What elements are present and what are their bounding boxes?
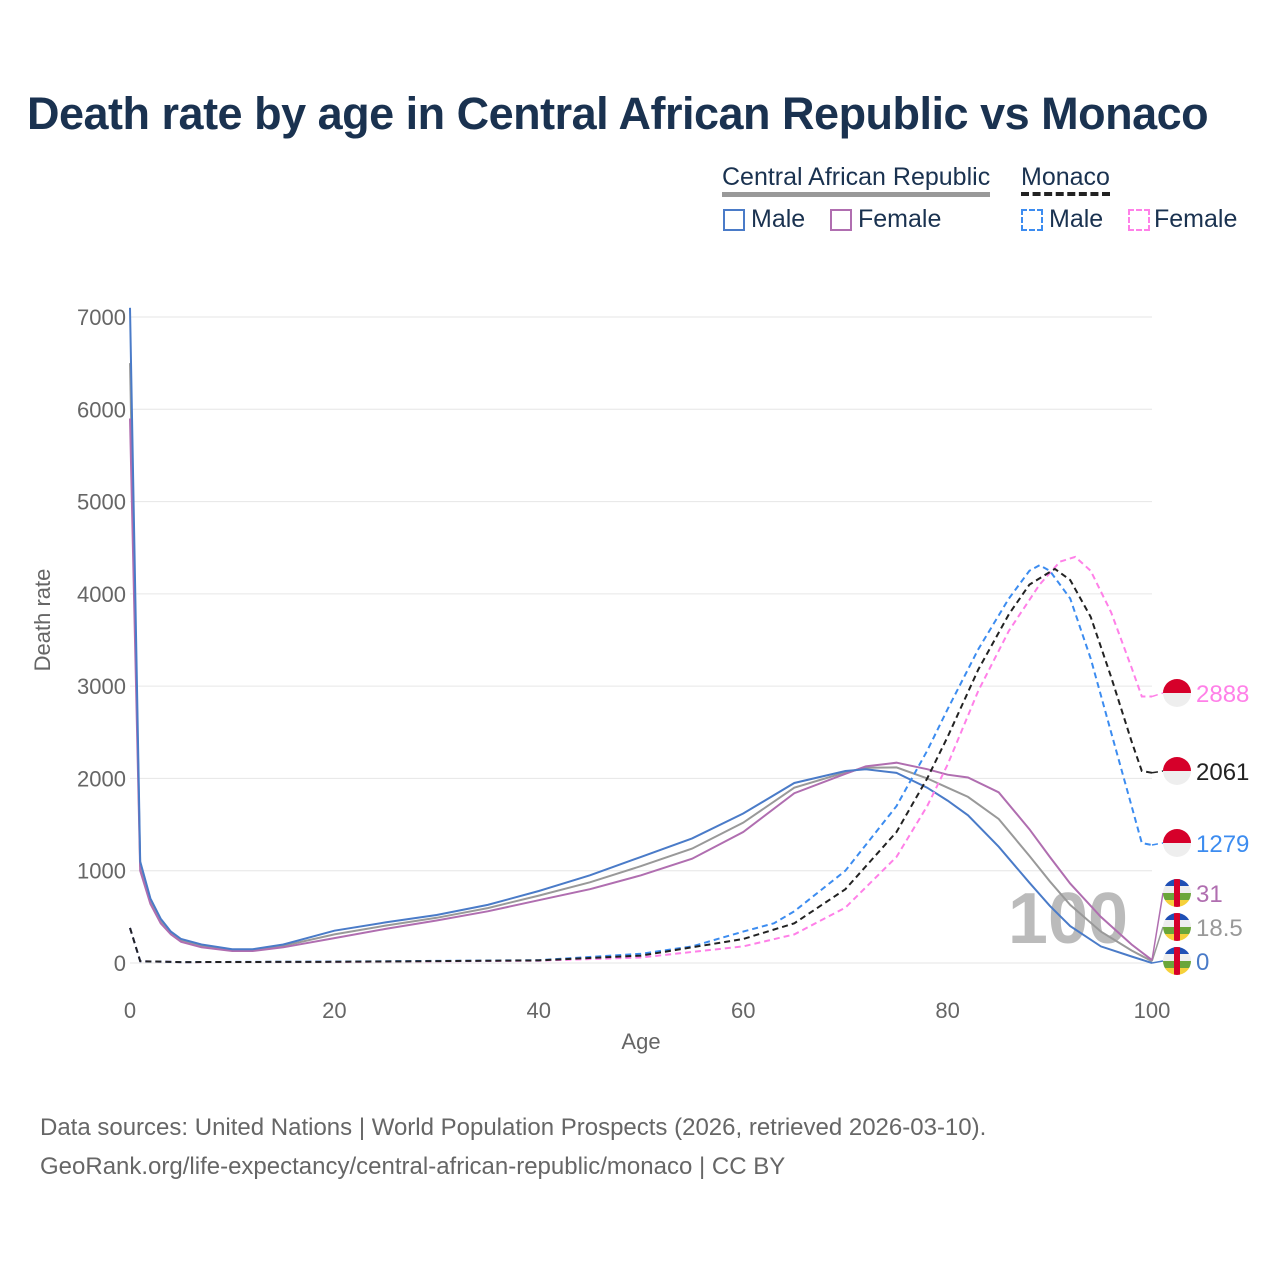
x-tick-label: 20 <box>322 998 346 1023</box>
x-axis-label: Age <box>621 1029 660 1054</box>
x-tick-label: 60 <box>731 998 755 1023</box>
x-tick-label: 40 <box>527 998 551 1023</box>
end-value-label: 2061 <box>1196 759 1249 786</box>
source-link[interactable]: GeoRank.org/life-expectancy/central-afri… <box>40 1153 786 1180</box>
legend-group-monaco[interactable]: Monaco <box>1021 162 1110 196</box>
series-line-monaco-female <box>129 555 1152 964</box>
legend-swatch <box>1021 209 1043 231</box>
label-connector <box>1151 892 1164 961</box>
end-value-label: 0 <box>1196 949 1209 976</box>
central-african-republic-flag-icon <box>1163 879 1191 907</box>
label-connector <box>1151 770 1164 774</box>
end-value-label: 2888 <box>1196 681 1249 708</box>
end-value-label: 1279 <box>1196 831 1249 858</box>
y-tick-label: 1000 <box>77 859 126 884</box>
legend-label: Male <box>1049 205 1104 233</box>
y-axis-label: Death rate <box>30 569 55 672</box>
label-connector <box>1151 842 1164 846</box>
central-african-republic-flag-icon <box>1163 913 1191 941</box>
label-connector <box>1151 926 1164 962</box>
monaco-flag-icon <box>1163 829 1191 843</box>
legend-car-male[interactable]: Male <box>723 205 805 234</box>
legend-monaco-male[interactable]: Male <box>1021 205 1103 234</box>
y-tick-label: 6000 <box>77 397 126 422</box>
label-connector <box>1151 692 1164 698</box>
legend-car-female[interactable]: Female <box>830 205 941 234</box>
y-tick-label: 2000 <box>77 766 126 791</box>
legend-label: Female <box>1154 205 1238 233</box>
y-tick-label: 7000 <box>77 305 126 330</box>
legend-swatch <box>1128 209 1150 231</box>
watermark-year: 100 <box>1008 879 1128 959</box>
x-tick-label: 80 <box>935 998 959 1023</box>
legend-label: Female <box>858 205 942 233</box>
y-tick-label: 5000 <box>77 490 126 515</box>
series-line-central-african-republic-male <box>129 307 1153 964</box>
central-african-republic-flag-icon <box>1163 947 1191 975</box>
series-line-monaco-male <box>129 564 1153 964</box>
end-value-label: 31 <box>1196 881 1223 908</box>
legend-group-car[interactable]: Central African Republic <box>722 162 991 197</box>
end-value-label: 18.5 <box>1196 915 1243 942</box>
source-line: Data sources: United Nations | World Pop… <box>40 1114 987 1141</box>
series-line-central-african-republic-female <box>129 418 1153 961</box>
legend-monaco-female[interactable]: Female <box>1128 205 1237 234</box>
label-connector <box>1151 960 1164 964</box>
y-tick-label: 3000 <box>77 674 126 699</box>
y-tick-label: 0 <box>114 951 126 976</box>
legend-swatch <box>830 209 852 231</box>
monaco-flag-icon <box>1163 679 1191 693</box>
series-line-monaco <box>129 567 1153 964</box>
x-tick-label: 100 <box>1134 998 1171 1023</box>
legend-swatch <box>723 209 745 231</box>
monaco-flag-icon <box>1163 757 1191 771</box>
source-note: Data sources: United Nations | World Pop… <box>40 1108 986 1186</box>
chart-title: Death rate by age in Central African Rep… <box>27 88 1209 139</box>
x-tick-label: 0 <box>124 998 136 1023</box>
y-tick-label: 4000 <box>77 582 126 607</box>
series-line-central-african-republic <box>129 363 1153 963</box>
legend-label: Male <box>751 205 806 233</box>
